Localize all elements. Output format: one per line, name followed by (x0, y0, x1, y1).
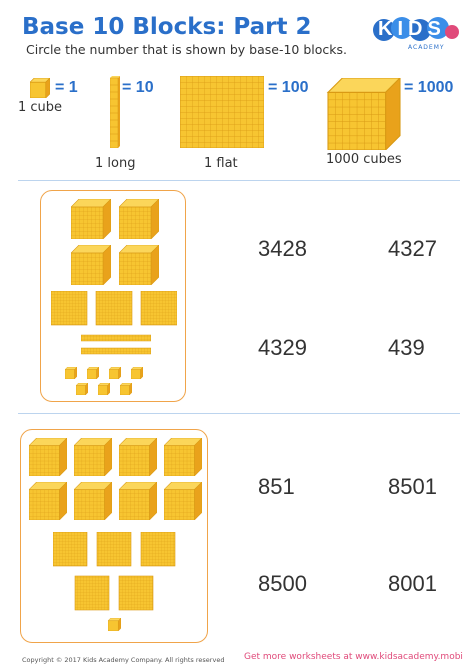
worksheets-link[interactable]: Get more worksheets at www.kidsacademy.m… (244, 652, 463, 662)
legend-flat-value: = 100 (268, 79, 309, 96)
problem-1-thousands (71, 199, 161, 289)
problem-2-option-d[interactable]: 8001 (388, 571, 437, 596)
logo-subtext: ACADEMY (408, 44, 445, 51)
legend-unit-caption: 1 cube (18, 100, 63, 115)
problem-2-option-b[interactable]: 8501 (388, 474, 437, 499)
legend-long-value: = 10 (122, 79, 154, 96)
problem-1-option-b[interactable]: 4327 (388, 236, 437, 261)
divider (18, 180, 460, 181)
problem-2-blocks-panel (20, 429, 208, 643)
problem-1-ones (65, 367, 161, 397)
logo-icon (373, 17, 459, 41)
page-title: Base 10 Blocks: Part 2 (22, 14, 312, 40)
problem-1-option-d[interactable]: 439 (388, 335, 425, 360)
problem-2-option-c[interactable]: 8500 (258, 571, 307, 596)
divider (18, 413, 460, 414)
problem-1-hundreds (51, 291, 177, 327)
legend-unit-block (30, 78, 50, 98)
legend-cube-block (326, 78, 402, 150)
legend-flat-caption: 1 flat (204, 156, 238, 171)
legend-long-block (110, 76, 120, 148)
problem-1-option-c[interactable]: 4329 (258, 335, 307, 360)
thousand-cube-icon (327, 78, 401, 150)
legend-long-caption: 1 long (95, 156, 136, 171)
legend-cube-caption: 1000 cubes (326, 152, 402, 167)
rod-icon (110, 76, 120, 148)
legend-flat-block (180, 76, 264, 148)
problem-2-ones (108, 618, 122, 632)
logo-text: KIDS (378, 18, 446, 40)
problem-2-hundreds (53, 532, 183, 614)
problem-1-tens (81, 333, 151, 357)
legend-cube-value: = 1000 (404, 79, 454, 96)
legend-unit-value: = 1 (55, 79, 78, 96)
unit-cube-icon (30, 78, 50, 98)
kids-academy-logo: KIDS ACADEMY (372, 10, 462, 58)
copyright-text: Copyright © 2017 Kids Academy Company. A… (22, 656, 225, 664)
flat-icon (180, 76, 264, 148)
instructions: Circle the number that is shown by base-… (26, 42, 347, 57)
problem-1-blocks-panel (40, 190, 186, 402)
problem-2-thousands (29, 438, 205, 524)
problem-1-option-a[interactable]: 3428 (258, 236, 307, 261)
problem-2-option-a[interactable]: 851 (258, 474, 295, 499)
